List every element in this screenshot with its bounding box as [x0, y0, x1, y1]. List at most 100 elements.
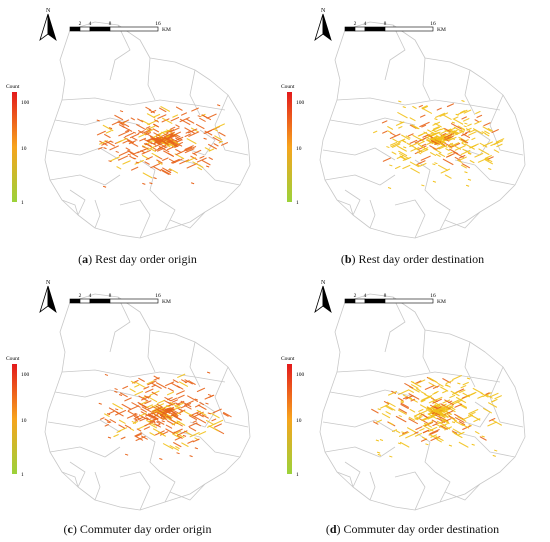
order-segment: [180, 403, 192, 409]
order-segment: [189, 455, 193, 458]
order-segment: [164, 128, 172, 133]
order-segment: [420, 438, 427, 442]
order-segment: [145, 388, 154, 393]
order-segment: [153, 414, 164, 420]
order-segment: [133, 418, 137, 421]
scale-tick-label: 4: [89, 293, 92, 299]
district-boundary: [47, 419, 121, 433]
order-segment: [163, 150, 175, 157]
order-segment: [156, 382, 167, 389]
order-segment: [412, 125, 418, 130]
order-segment: [164, 397, 171, 402]
order-segment: [448, 444, 453, 447]
order-segment: [204, 130, 213, 136]
order-segment: [171, 414, 182, 421]
order-segment: [420, 155, 431, 161]
district-boundary: [94, 199, 101, 229]
district-boundary: [322, 419, 396, 433]
order-segment: [461, 116, 467, 120]
district-boundary: [159, 199, 176, 231]
order-segment: [149, 139, 155, 143]
order-segment: [464, 143, 475, 150]
order-segment: [118, 419, 126, 424]
panel-caption: (c) Commuter day order origin: [63, 522, 212, 536]
order-segment: [188, 131, 200, 137]
order-segment: [382, 157, 391, 162]
order-segment: [140, 411, 151, 418]
order-segment: [156, 403, 163, 408]
order-segment: [138, 416, 143, 420]
district-boundary: [109, 296, 131, 353]
order-segment: [451, 121, 455, 124]
order-segment: [464, 130, 471, 134]
order-segment: [430, 152, 437, 156]
order-segment: [392, 429, 398, 433]
order-segment: [108, 410, 115, 415]
order-segment: [104, 413, 110, 417]
order-segment: [481, 131, 487, 135]
order-segment: [419, 418, 429, 425]
order-segment: [485, 392, 490, 395]
order-segment: [414, 380, 422, 385]
order-segment: [199, 117, 206, 122]
order-segment: [450, 142, 461, 148]
district-boundary: [444, 483, 481, 501]
order-segment: [186, 146, 197, 152]
order-segment: [420, 138, 424, 141]
order-segment: [434, 122, 442, 128]
order-segment: [389, 164, 393, 167]
order-segment: [397, 389, 409, 396]
order-segment: [398, 126, 403, 129]
order-segment: [419, 114, 426, 118]
order-segment: [168, 138, 180, 145]
order-segment: [468, 411, 476, 416]
order-segment: [436, 406, 442, 410]
order-segment: [440, 168, 451, 174]
order-segment: [391, 151, 397, 155]
order-segment: [397, 397, 404, 402]
district-boundary: [61, 471, 79, 488]
order-segment: [417, 151, 422, 155]
order-segment: [492, 398, 498, 402]
order-segment: [170, 126, 176, 130]
order-segment: [153, 177, 157, 180]
order-segment: [102, 185, 107, 188]
order-segment: [185, 131, 190, 134]
order-segment: [434, 162, 438, 165]
order-segment: [176, 390, 185, 395]
order-segment: [421, 124, 427, 128]
order-segment: [424, 136, 434, 142]
order-segment: [434, 407, 446, 413]
order-segment: [168, 132, 174, 136]
scale-bar-segment: [109, 26, 159, 32]
order-segment: [109, 418, 117, 424]
order-segment: [442, 418, 449, 423]
district-boundary: [394, 471, 426, 511]
order-segment: [183, 410, 192, 416]
order-segment: [168, 135, 176, 140]
order-segment: [430, 426, 438, 431]
order-segment: [466, 377, 471, 380]
order-segment: [416, 160, 426, 166]
order-segment: [166, 391, 174, 396]
order-segment: [418, 140, 425, 145]
order-segment: [203, 128, 215, 135]
order-segment: [458, 154, 466, 159]
order-segment: [421, 143, 427, 147]
order-segment: [450, 143, 462, 150]
order-segment: [390, 141, 398, 146]
order-segment: [148, 423, 157, 429]
legend-tick-label: 100: [21, 100, 30, 106]
district-boundary: [336, 471, 354, 488]
order-segment: [496, 143, 503, 148]
district-boundary: [119, 471, 151, 511]
order-segment: [387, 126, 394, 130]
order-segment: [127, 140, 139, 147]
district-boundary: [344, 189, 361, 216]
order-segment: [444, 174, 452, 179]
order-segment: [217, 104, 221, 107]
north-arrow-icon: N: [39, 8, 57, 42]
order-segment: [146, 125, 156, 131]
order-segment: [440, 127, 445, 131]
